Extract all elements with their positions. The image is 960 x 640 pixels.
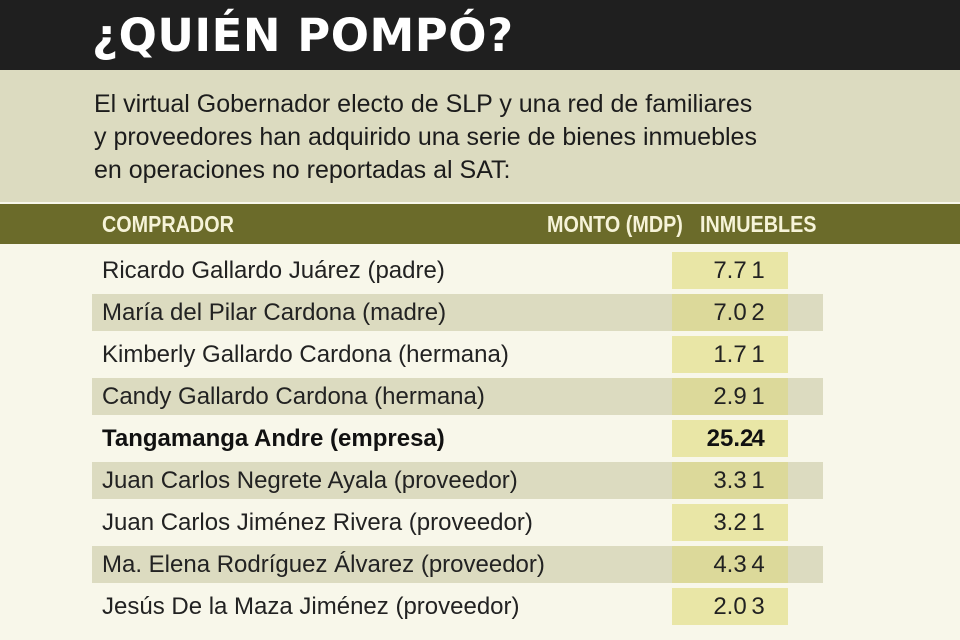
buyer-name: Jesús De la Maza Jiménez (proveedor) (102, 593, 520, 620)
intro-band: El virtual Gobernador electo de SLP y un… (0, 70, 960, 202)
amount-highlight (672, 504, 788, 541)
amount-highlight (672, 462, 788, 499)
table-row: Ma. Elena Rodríguez Álvarez (proveedor) 4… (92, 546, 823, 583)
amount-value: 4.3 (713, 551, 747, 578)
properties-count: 1 (751, 467, 765, 494)
table-row: Kimberly Gallardo Cardona (hermana) 1.7 1 (92, 336, 823, 373)
buyer-name: Candy Gallardo Cardona (hermana) (102, 383, 485, 410)
table-row: Jesús De la Maza Jiménez (proveedor) 2.0 3 (92, 588, 823, 625)
table-body: Ricardo Gallardo Juárez (padre) 7.7 1 María… (0, 252, 960, 632)
properties-count: 1 (751, 341, 765, 368)
intro-line: en operaciones no reportadas al SAT: (94, 156, 511, 184)
buyer-name: Ma. Elena Rodríguez Álvarez (proveedor) (102, 551, 545, 578)
amount-highlight (672, 336, 788, 373)
amount-highlight (672, 294, 788, 331)
amount-value: 7.7 (713, 257, 747, 284)
buyer-name: Juan Carlos Negrete Ayala (proveedor) (102, 467, 518, 494)
amount-value: 2.0 (713, 593, 747, 620)
page-title: ¿QUIÉN POMPÓ? (92, 9, 514, 62)
amount-highlight (672, 546, 788, 583)
amount-value: 3.2 (713, 509, 747, 536)
amount-value: 2.9 (713, 383, 747, 410)
properties-count: 3 (751, 593, 765, 620)
buyer-name: Ricardo Gallardo Juárez (padre) (102, 257, 445, 284)
amount-highlight (672, 252, 788, 289)
buyer-name: Kimberly Gallardo Cardona (hermana) (102, 341, 509, 368)
properties-count: 4 (751, 551, 765, 578)
buyer-name: María del Pilar Cardona (madre) (102, 299, 447, 326)
intro-line: y proveedores han adquirido una serie de… (94, 123, 757, 151)
amount-value: 3.3 (713, 467, 747, 494)
table-row: Juan Carlos Negrete Ayala (proveedor) 3.3… (92, 462, 823, 499)
amount-value: 7.0 (713, 299, 747, 326)
table-row: Ricardo Gallardo Juárez (padre) 7.7 1 (92, 252, 823, 289)
properties-count: 1 (751, 383, 765, 410)
properties-count: 1 (751, 257, 765, 284)
buyer-name: Juan Carlos Jiménez Rivera (proveedor) (102, 509, 533, 536)
column-header-amount: MONTO (MDP) (547, 211, 683, 237)
table-row: Tangamanga Andre (empresa) 25.2 4 (92, 420, 823, 457)
table-row: Juan Carlos Jiménez Rivera (proveedor) 3.… (92, 504, 823, 541)
column-header-buyer: COMPRADOR (102, 211, 234, 237)
table-header: COMPRADOR MONTO (MDP) INMUEBLES (0, 204, 960, 244)
buyer-name: Tangamanga Andre (empresa) (102, 425, 445, 452)
amount-highlight (672, 588, 788, 625)
amount-value: 25.2 (706, 425, 754, 452)
properties-count: 2 (751, 299, 765, 326)
intro-text: El virtual Gobernador electo de SLP y un… (94, 88, 874, 187)
table-row: Candy Gallardo Cardona (hermana) 2.9 1 (92, 378, 823, 415)
amount-highlight (672, 420, 788, 457)
title-bar: ¿QUIÉN POMPÓ? (0, 0, 960, 70)
column-header-properties: INMUEBLES (700, 211, 817, 237)
amount-highlight (672, 378, 788, 415)
properties-count: 4 (751, 425, 765, 452)
table-row: María del Pilar Cardona (madre) 7.0 2 (92, 294, 823, 331)
amount-value: 1.7 (713, 341, 747, 368)
properties-count: 1 (751, 509, 765, 536)
intro-line: El virtual Gobernador electo de SLP y un… (94, 90, 753, 118)
